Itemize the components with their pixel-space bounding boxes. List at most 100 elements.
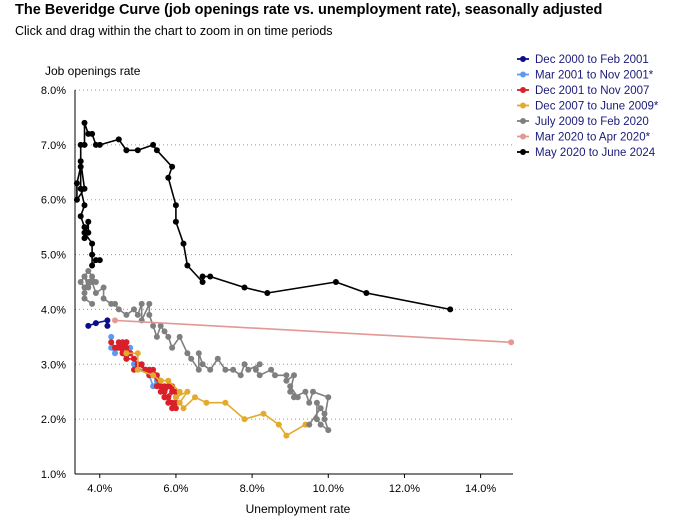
data-point[interactable] — [161, 328, 168, 335]
data-point[interactable] — [176, 399, 183, 406]
series-6[interactable] — [73, 119, 454, 313]
series-5[interactable] — [112, 317, 515, 346]
data-point[interactable] — [199, 279, 206, 285]
data-point[interactable] — [112, 350, 118, 357]
data-point[interactable] — [100, 295, 107, 302]
data-point[interactable] — [192, 394, 198, 401]
data-point[interactable] — [306, 399, 313, 406]
data-point[interactable] — [176, 333, 183, 340]
data-point[interactable] — [153, 147, 160, 154]
data-point[interactable] — [146, 300, 153, 307]
data-point[interactable] — [169, 344, 176, 351]
data-point[interactable] — [332, 279, 339, 285]
data-point[interactable] — [165, 174, 172, 181]
data-point[interactable] — [207, 273, 214, 280]
series-2[interactable] — [108, 339, 179, 412]
data-point[interactable] — [81, 229, 88, 236]
data-point[interactable] — [92, 290, 99, 296]
data-point[interactable] — [73, 196, 80, 203]
data-point[interactable] — [222, 399, 229, 406]
data-point[interactable] — [294, 394, 301, 401]
series-3[interactable] — [123, 350, 313, 439]
data-point[interactable] — [108, 333, 115, 340]
data-point[interactable] — [85, 130, 92, 137]
data-point[interactable] — [165, 333, 172, 340]
data-point[interactable] — [150, 372, 157, 379]
data-point[interactable] — [77, 213, 84, 220]
series-line[interactable] — [76, 122, 451, 311]
data-point[interactable] — [108, 300, 115, 307]
data-point[interactable] — [89, 273, 96, 280]
legend-item[interactable]: Mar 2001 to Nov 2001* — [517, 70, 654, 82]
data-point[interactable] — [134, 350, 141, 357]
data-point[interactable] — [119, 344, 126, 351]
data-point[interactable] — [81, 290, 88, 296]
legend-item[interactable]: July 2009 to Feb 2020 — [517, 116, 649, 128]
data-point[interactable] — [85, 218, 92, 225]
data-point[interactable] — [131, 306, 137, 313]
data-point[interactable] — [77, 279, 84, 285]
data-point[interactable] — [214, 355, 221, 362]
data-point[interactable] — [123, 311, 130, 318]
data-point[interactable] — [100, 284, 107, 291]
data-point[interactable] — [207, 366, 214, 373]
data-point[interactable] — [81, 224, 88, 231]
data-point[interactable] — [264, 290, 271, 296]
data-point[interactable] — [275, 421, 282, 428]
data-point[interactable] — [325, 427, 332, 434]
data-point[interactable] — [92, 279, 99, 285]
data-point[interactable] — [241, 284, 248, 291]
data-point[interactable] — [77, 185, 84, 192]
data-point[interactable] — [81, 202, 88, 209]
data-point[interactable] — [134, 311, 141, 318]
legend-item[interactable]: Dec 2000 to Feb 2001 — [517, 54, 649, 66]
data-point[interactable] — [134, 366, 141, 373]
data-point[interactable] — [123, 355, 130, 362]
data-point[interactable] — [241, 361, 248, 368]
data-point[interactable] — [123, 147, 130, 154]
data-point[interactable] — [81, 295, 88, 302]
data-point[interactable] — [302, 388, 309, 395]
data-point[interactable] — [199, 273, 206, 280]
data-point[interactable] — [157, 322, 164, 329]
data-point[interactable] — [260, 410, 267, 417]
data-point[interactable] — [180, 240, 187, 247]
series-line[interactable] — [126, 352, 310, 437]
data-point[interactable] — [150, 322, 157, 329]
data-point[interactable] — [321, 410, 328, 417]
data-point[interactable] — [81, 119, 88, 126]
legend-item[interactable]: Dec 2001 to Nov 2007 — [517, 85, 649, 97]
data-point[interactable] — [283, 372, 290, 379]
data-point[interactable] — [241, 416, 248, 423]
data-point[interactable] — [92, 141, 99, 148]
plot-area[interactable] — [73, 119, 515, 439]
data-point[interactable] — [363, 290, 370, 296]
data-point[interactable] — [104, 322, 111, 329]
data-point[interactable] — [180, 405, 187, 412]
data-point[interactable] — [313, 416, 320, 423]
data-point[interactable] — [96, 257, 103, 264]
data-point[interactable] — [272, 372, 278, 379]
data-point[interactable] — [123, 339, 130, 346]
data-point[interactable] — [161, 394, 168, 401]
data-point[interactable] — [169, 399, 176, 406]
series-line[interactable] — [114, 319, 512, 344]
data-point[interactable] — [184, 388, 191, 395]
data-point[interactable] — [317, 405, 324, 412]
data-point[interactable] — [81, 284, 88, 291]
data-point[interactable] — [317, 421, 324, 428]
series-0[interactable] — [85, 317, 111, 329]
data-point[interactable] — [237, 372, 244, 379]
data-point[interactable] — [157, 377, 164, 384]
data-point[interactable] — [150, 141, 157, 148]
data-point[interactable] — [169, 383, 176, 390]
data-point[interactable] — [199, 361, 206, 368]
data-point[interactable] — [81, 273, 88, 280]
data-point[interactable] — [77, 158, 84, 165]
data-point[interactable] — [195, 366, 202, 373]
data-point[interactable] — [89, 300, 96, 307]
legend-item[interactable]: Mar 2020 to Apr 2020* — [517, 132, 651, 144]
data-point[interactable] — [310, 388, 316, 395]
data-point[interactable] — [115, 136, 122, 143]
